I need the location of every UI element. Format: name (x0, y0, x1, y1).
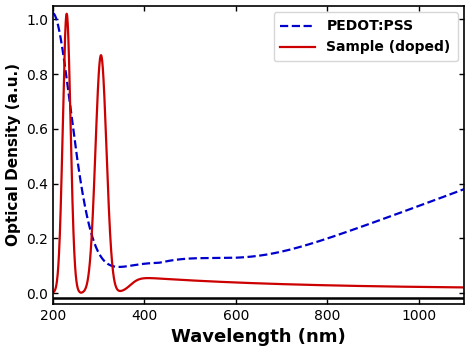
PEDOT:PSS (226, 256, 232, 260)
Sample (doped) (78, 291, 84, 295)
Sample (doped) (454, 285, 460, 289)
PEDOT:PSS (50, 11, 56, 15)
Sample (doped) (97, 56, 103, 60)
PEDOT:PSS (454, 190, 460, 194)
Y-axis label: Optical Density (a.u.): Optical Density (a.u.) (6, 63, 21, 246)
Sample (doped) (409, 285, 415, 289)
Sample (doped) (122, 287, 127, 291)
Sample (doped) (462, 285, 467, 290)
Line: Sample (doped): Sample (doped) (53, 14, 464, 293)
Line: PEDOT:PSS: PEDOT:PSS (53, 13, 464, 267)
Legend: PEDOT:PSS, Sample (doped): PEDOT:PSS, Sample (doped) (274, 13, 457, 61)
Sample (doped) (226, 280, 232, 284)
PEDOT:PSS (409, 206, 415, 210)
PEDOT:PSS (208, 256, 214, 260)
PEDOT:PSS (462, 187, 467, 191)
Sample (doped) (208, 279, 214, 283)
X-axis label: Wavelength (nm): Wavelength (nm) (172, 328, 346, 346)
Sample (doped) (64, 12, 70, 16)
PEDOT:PSS (122, 264, 127, 269)
PEDOT:PSS (50, 11, 56, 15)
PEDOT:PSS (97, 253, 103, 257)
PEDOT:PSS (116, 265, 122, 269)
Sample (doped) (50, 290, 56, 295)
